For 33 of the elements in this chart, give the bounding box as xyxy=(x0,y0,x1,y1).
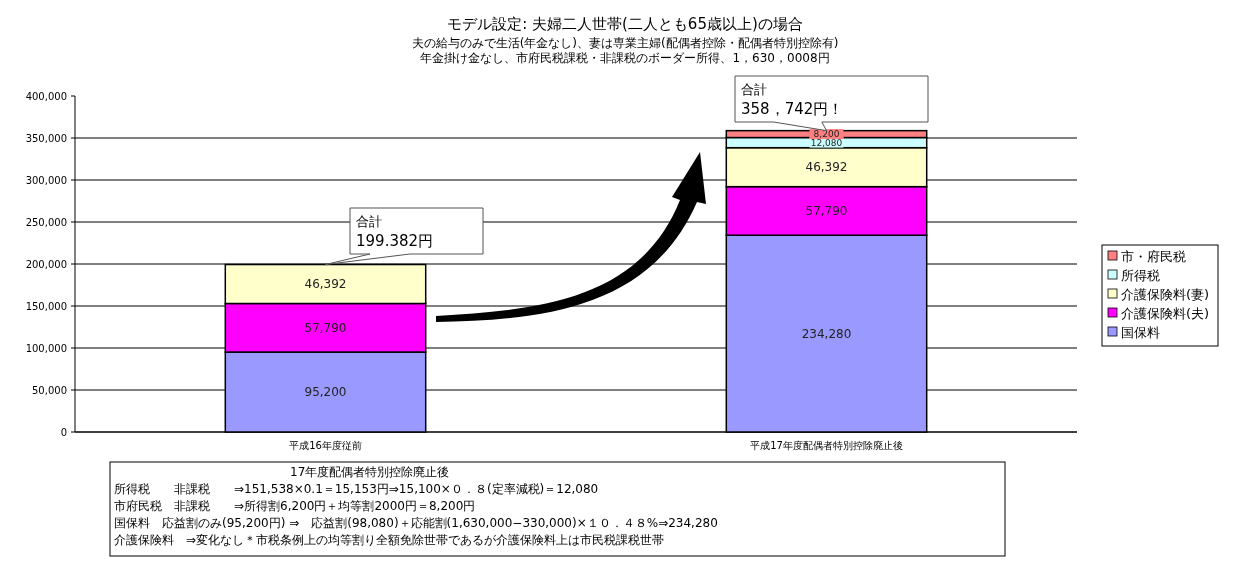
chart-subtitle: 夫の給与のみで生活(年金なし)、妻は専業主婦(配偶者控除・配偶者特別控除有) 年金掛け金なし、市府民税課税・非課税のボーダー所得、1，630，0008円 xyxy=(411,36,839,65)
y-tick-label: 300,000 xyxy=(25,174,67,186)
data-label: 57,790 xyxy=(805,204,848,219)
y-tick-label: 350,000 xyxy=(25,132,67,144)
data-label: 95,200 xyxy=(304,385,347,400)
legend-label: 介護保険料(妻) xyxy=(1121,286,1210,302)
y-tick-label: 150,000 xyxy=(25,300,67,312)
legend-label: 所得税 xyxy=(1121,267,1160,283)
data-label: 46,392 xyxy=(805,160,848,175)
data-label: 46,392 xyxy=(304,277,347,292)
data-label: 8,200 xyxy=(813,129,840,140)
text: 所得税 非課税 ⇒151,538×0.1＝15,153円⇒15,100×０．８(定率減税)＝12,080 xyxy=(114,482,599,497)
annotation: 合計 358，742円！ xyxy=(741,81,844,119)
y-tick-label: 50,000 xyxy=(32,384,67,396)
data-label: 57,790 xyxy=(304,320,347,335)
text: 介護保険料 ⇒変化なし＊市税条例上の均等割り全額免除世帯であるが介護保険料上は市民税課税世帯 xyxy=(114,533,665,548)
y-tick-label: 100,000 xyxy=(25,342,67,354)
x-tick-label: 平成17年度配偶者特別控除廃止後 xyxy=(750,440,903,451)
y-tick-label: 200,000 xyxy=(25,258,67,270)
annotation: 合計 199.382円 xyxy=(356,213,434,251)
y-tick-label: 250,000 xyxy=(25,216,67,228)
text: 国保料 応益割のみ(95,200円) ⇒ 応益割(98,080)＋応能割(1,630,000−330,000)×１０．４８%⇒234,280 xyxy=(114,516,718,531)
legend-label: 介護保険料(夫) xyxy=(1121,305,1210,321)
data-label: 234,280 xyxy=(801,326,852,341)
text: 17年度配偶者特別控除廃止後 xyxy=(290,465,450,480)
chart-title: モデル設定: 夫婦二人世帯(二人とも65歳以上)の場合 xyxy=(447,15,803,33)
x-tick-label: 平成16年度従前 xyxy=(289,440,362,451)
text: 市府民税 非課税 ⇒所得割6,200円＋均等割2000円＝8,200円 xyxy=(114,499,476,514)
y-tick-label: 0 xyxy=(60,426,67,438)
legend-label: 市・府民税 xyxy=(1121,248,1186,264)
data-label: 12,080 xyxy=(810,137,843,148)
legend-label: 国保料 xyxy=(1121,324,1160,340)
y-tick-label: 400,000 xyxy=(25,90,67,102)
